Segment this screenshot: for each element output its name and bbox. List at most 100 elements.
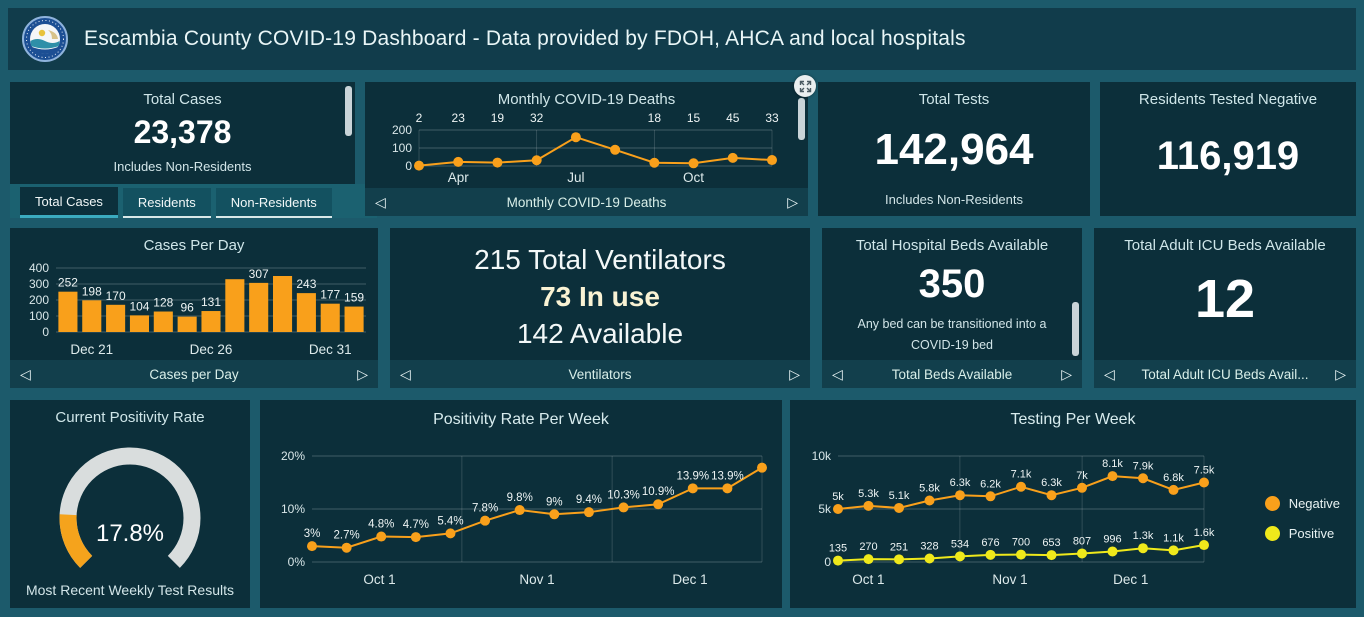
total-tests-panel: Total Tests 142,964 Includes Non-Residen… [818,82,1090,216]
svg-text:2.7%: 2.7% [334,530,360,542]
icu-beds-panel: Total Adult ICU Beds Available 12 ◁ Tota… [1094,228,1356,388]
cases-per-day-footer: ◁ Cases per Day ▷ [10,360,378,388]
total-cases-value: 23,378 [133,114,232,150]
svg-text:6.8k: 6.8k [1163,472,1184,484]
ventilators-footer: ◁ Ventilators ▷ [390,360,810,388]
svg-text:Oct: Oct [683,170,704,185]
total-cases-title: Total Cases [143,91,222,108]
prev-arrow-icon[interactable]: ◁ [375,194,386,210]
svg-text:996: 996 [1103,533,1121,545]
carousel-label: Total Adult ICU Beds Avail... [1141,366,1309,382]
svg-text:100: 100 [392,141,412,155]
svg-text:5.1k: 5.1k [889,490,910,502]
negative-series-dot-icon [1264,496,1280,511]
svg-text:20%: 20% [281,449,305,463]
carousel-label: Cases per Day [149,366,239,382]
svg-text:1.3k: 1.3k [1133,530,1154,542]
positivity-week-chart: 0% 10% 20% Oct 1 Nov 1 Dec 1 3% 2.7% 4.8% 4.7% 5.4… [281,449,767,587]
svg-text:200: 200 [392,123,412,137]
svg-text:32: 32 [530,111,544,125]
hospital-beds-title: Total Hospital Beds Available [855,237,1049,254]
svg-text:6.2k: 6.2k [980,478,1001,490]
monthly-deaths-title: Monthly COVID-19 Deaths [497,91,676,108]
tab-residents[interactable]: Residents [122,188,211,218]
scrollbar[interactable] [798,98,805,140]
svg-text:9%: 9% [546,496,563,508]
svg-text:534: 534 [951,538,969,550]
tab-total-cases[interactable]: Total Cases [20,187,118,218]
ventilators-available: 142 Available [516,318,684,349]
svg-text:0%: 0% [288,555,306,569]
icu-beds-value: 12 [1194,269,1256,329]
svg-text:7.5k: 7.5k [1194,465,1215,477]
svg-text:159: 159 [344,291,364,305]
svg-text:Jul: Jul [567,170,584,185]
positivity-week-panel: Positivity Rate Per Week 0% 10% 20% Oct 1 No… [260,400,782,608]
prev-arrow-icon[interactable]: ◁ [1104,366,1115,382]
positivity-gauge-title: Current Positivity Rate [55,409,205,426]
scrollbar[interactable] [345,86,352,136]
total-tests-title: Total Tests [918,91,990,108]
prev-arrow-icon[interactable]: ◁ [20,366,31,382]
svg-text:6.3k: 6.3k [950,477,971,489]
svg-text:Oct 1: Oct 1 [363,572,395,587]
svg-text:807: 807 [1073,535,1091,547]
hospital-beds-value: 350 [918,262,986,306]
svg-text:23: 23 [452,111,466,125]
cases-per-day-panel: Cases Per Day 0 100 200 300 400 Dec 21 Dec 26 D… [10,228,378,388]
svg-text:128: 128 [153,296,173,310]
dashboard-title: Escambia County COVID-19 Dashboard - Dat… [84,27,966,50]
svg-text:0: 0 [824,555,831,569]
icu-beds-footer: ◁ Total Adult ICU Beds Avail... ▷ [1094,360,1356,388]
total-cases-panel: Total Cases 23,378 Includes Non-Resident… [10,82,355,184]
svg-text:5.8k: 5.8k [919,483,940,495]
svg-text:252: 252 [58,276,78,290]
svg-text:Dec 1: Dec 1 [672,572,707,587]
svg-text:5.4%: 5.4% [437,515,463,527]
svg-text:300: 300 [29,277,49,291]
ventilators-in-use: 73 In use [540,281,660,312]
svg-text:33: 33 [765,111,779,125]
svg-text:7.9k: 7.9k [1133,460,1154,472]
next-arrow-icon[interactable]: ▷ [1061,366,1072,382]
svg-text:700: 700 [1012,537,1030,549]
tab-non-residents[interactable]: Non-Residents [215,188,332,218]
expand-button[interactable] [794,75,816,97]
svg-text:676: 676 [981,537,999,549]
next-arrow-icon[interactable]: ▷ [357,366,368,382]
prev-arrow-icon[interactable]: ◁ [832,366,843,382]
svg-text:9.4%: 9.4% [576,494,602,506]
svg-text:131: 131 [201,295,221,309]
svg-text:10%: 10% [281,502,305,516]
svg-text:Dec 31: Dec 31 [309,342,352,357]
svg-text:Dec 26: Dec 26 [190,342,233,357]
chart-legend: Negative Positive [1264,496,1340,541]
svg-text:270: 270 [859,541,877,553]
svg-text:15: 15 [687,111,701,125]
svg-text:10.3%: 10.3% [607,489,640,501]
prev-arrow-icon[interactable]: ◁ [400,366,411,382]
testing-week-title: Testing Per Week [1010,411,1136,428]
svg-text:170: 170 [106,289,126,303]
monthly-deaths-panel: Monthly COVID-19 Deaths 0 100 200 Apr Jul Oct… [365,75,816,216]
positivity-gauge-panel: Current Positivity Rate 17.8% Most Recen… [10,400,250,608]
svg-text:45: 45 [726,111,740,125]
monthly-deaths-footer: ◁ Monthly COVID-19 Deaths ▷ [365,188,808,216]
svg-text:9.8%: 9.8% [507,492,533,504]
next-arrow-icon[interactable]: ▷ [789,366,800,382]
legend-item-negative: Negative [1264,496,1340,511]
svg-text:135: 135 [829,543,847,555]
svg-text:100: 100 [29,309,49,323]
next-arrow-icon[interactable]: ▷ [787,194,798,210]
scrollbar[interactable] [1072,302,1079,356]
svg-text:10.9%: 10.9% [642,486,675,498]
next-arrow-icon[interactable]: ▷ [1335,366,1346,382]
svg-text:18: 18 [648,111,662,125]
residents-negative-panel: Residents Tested Negative 116,919 [1100,82,1356,216]
hospital-beds-footer: ◁ Total Beds Available ▷ [822,360,1082,388]
positivity-gauge-chart [59,447,201,568]
svg-text:0: 0 [405,159,412,173]
cases-per-day-chart: 0 100 200 300 400 Dec 21 Dec 26 Dec 31 252 198 170… [29,261,366,357]
hospital-beds-panel: Total Hospital Beds Available 350 Any be… [822,228,1082,388]
